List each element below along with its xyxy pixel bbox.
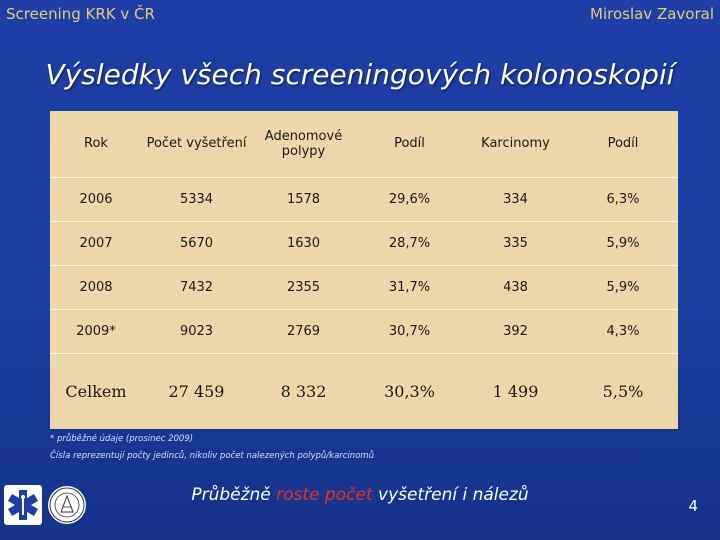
table-cell: 2355 [251, 265, 356, 310]
header-right-text: Miroslav Zavoral [590, 5, 714, 23]
total-cell: 5,5% [602, 381, 644, 401]
column-header-carcinomas: Karcinomy [463, 111, 568, 178]
table-cell: 6,3% [568, 177, 678, 222]
table-cell: 4,3% [568, 309, 678, 354]
table-cell: 438 [463, 265, 568, 310]
total-cell: 1 499 [492, 381, 539, 401]
table-cell: 5670 [142, 221, 251, 266]
column-header-year: Rok [50, 111, 142, 178]
table-cell: 5,9% [568, 265, 678, 310]
footnote-interim-data: * průběžné údaje (prosinec 2009) [50, 434, 194, 444]
table-cell: 2769 [251, 309, 356, 354]
footnotes: * průběžné údaje (prosinec 2009) Čísla r… [50, 431, 690, 465]
table-cell: 2006 [50, 177, 142, 222]
table-cell: 29,6% [356, 177, 463, 222]
conclusion-text: Průběžně roste počet vyšetření i nálezů [0, 485, 720, 505]
table-row: 2007 5670 1630 28,7% 335 5,9% [50, 221, 678, 266]
table-cell: 31,7% [356, 265, 463, 310]
results-table: Rok Počet vyšetření Adenomové polypy Pod… [50, 111, 678, 429]
column-header-carcinoma-share: Podíl [568, 111, 678, 178]
university-seal-logo-icon [48, 486, 86, 524]
table-row: 2008 7432 2355 31,7% 438 5,9% [50, 265, 678, 310]
table-row: 2009* 9023 2769 30,7% 392 4,3% [50, 309, 678, 354]
total-cell: 30,3% [384, 381, 435, 401]
table-cell: 28,7% [356, 221, 463, 266]
table-cell: 2007 [50, 221, 142, 266]
table-row: 2006 5334 1578 29,6% 334 6,3% [50, 177, 678, 222]
page-number: 4 [688, 497, 698, 515]
column-header-adenoma-share: Podíl [356, 111, 463, 178]
table-cell: 1578 [251, 177, 356, 222]
table-cell: 9023 [142, 309, 251, 354]
table-cell: 392 [463, 309, 568, 354]
table-cell: 334 [463, 177, 568, 222]
total-cell: Celkem [65, 381, 127, 401]
table-header-row: Rok Počet vyšetření Adenomové polypy Pod… [50, 111, 678, 178]
table-cell: 1630 [251, 221, 356, 266]
column-header-adenomas: Adenomové polypy [251, 111, 356, 178]
table-cell: 7432 [142, 265, 251, 310]
total-cell: 8 332 [280, 381, 327, 401]
total-cell: 27 459 [168, 381, 225, 401]
footnote-counting-note: Čísla reprezentují počty jedinců, nikoli… [50, 451, 375, 461]
conclusion-part-2: vyšetření i nálezů [372, 485, 529, 505]
table-cell: 30,7% [356, 309, 463, 354]
table-cell: 2009* [50, 309, 142, 354]
table-cell: 335 [463, 221, 568, 266]
column-header-exam-count: Počet vyšetření [142, 111, 251, 178]
star-of-life-logo-icon [4, 485, 42, 525]
conclusion-highlight: roste počet [276, 485, 373, 505]
conclusion-part-1: Průběžně [191, 485, 277, 505]
table-cell: 5334 [142, 177, 251, 222]
header-left-text: Screening KRK v ČR [6, 5, 155, 23]
table-total-row: Celkem 27 459 8 332 30,3% 1 499 5,5% [50, 353, 678, 429]
table-cell: 5,9% [568, 221, 678, 266]
slide-title: Výsledky všech screeningových kolonoskop… [45, 58, 675, 91]
results-table-container: Rok Počet vyšetření Adenomové polypy Pod… [50, 111, 678, 429]
table-cell: 2008 [50, 265, 142, 310]
